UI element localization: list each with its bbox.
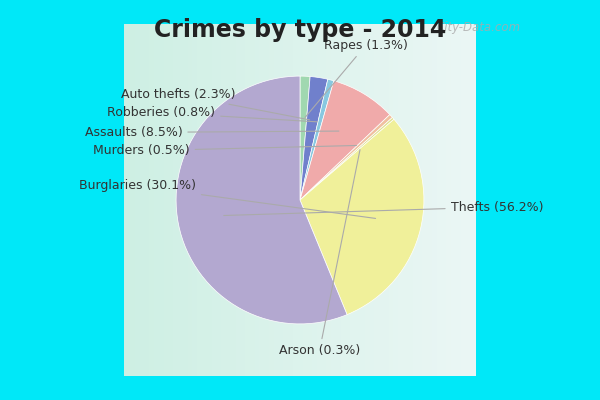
Wedge shape xyxy=(300,76,310,200)
Wedge shape xyxy=(176,76,347,324)
Text: City-Data.com: City-Data.com xyxy=(437,21,521,34)
Text: Arson (0.3%): Arson (0.3%) xyxy=(279,150,360,357)
Wedge shape xyxy=(300,119,424,315)
Text: Crimes by type - 2014: Crimes by type - 2014 xyxy=(154,18,446,42)
Wedge shape xyxy=(300,118,394,200)
Text: Assaults (8.5%): Assaults (8.5%) xyxy=(85,126,339,139)
Text: Burglaries (30.1%): Burglaries (30.1%) xyxy=(79,180,376,218)
Text: Auto thefts (2.3%): Auto thefts (2.3%) xyxy=(121,88,310,120)
Wedge shape xyxy=(300,76,328,200)
Text: Robberies (0.8%): Robberies (0.8%) xyxy=(107,106,317,122)
Text: Murders (0.5%): Murders (0.5%) xyxy=(93,144,356,157)
Text: Thefts (56.2%): Thefts (56.2%) xyxy=(224,200,543,216)
Text: Rapes (1.3%): Rapes (1.3%) xyxy=(305,39,408,118)
Wedge shape xyxy=(300,81,390,200)
Wedge shape xyxy=(300,115,392,200)
Wedge shape xyxy=(300,79,334,200)
